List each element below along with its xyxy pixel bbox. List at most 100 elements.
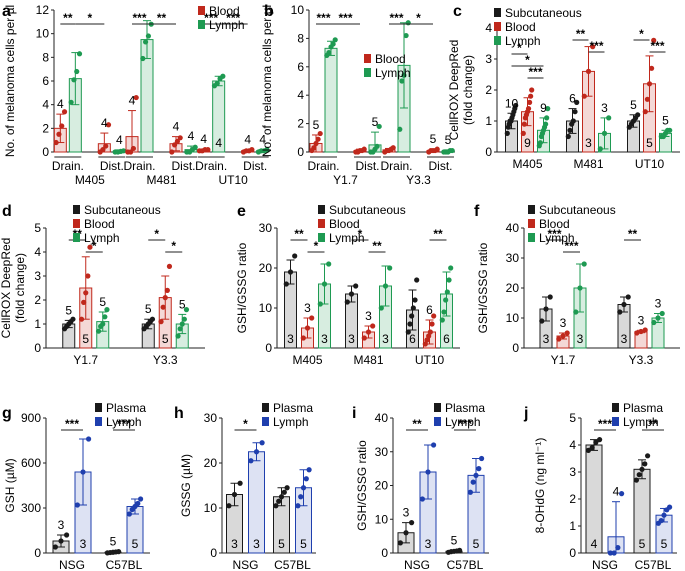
data-point-c [521, 121, 527, 127]
legend-swatch-j [612, 403, 619, 412]
y-axis-label-a: No. of melanoma cells per µl [3, 5, 17, 157]
legend-label-c: Blood [505, 20, 536, 34]
n-label-f: 3 [655, 297, 662, 311]
data-point-c [567, 127, 573, 133]
data-point-d [160, 304, 166, 310]
n-label-g: 5 [132, 537, 139, 551]
y-tick-label-b: 10 [291, 3, 305, 17]
data-point-h [248, 458, 254, 464]
n-label-a: 4 [215, 136, 222, 150]
y-tick-label-j: 5 [569, 411, 576, 425]
n-label-c: 6 [569, 92, 576, 106]
y-tick-label-j: 2 [569, 492, 576, 506]
data-point-i [419, 496, 425, 502]
group-label-e: M481 [353, 353, 383, 367]
legend-swatch-f [528, 219, 535, 228]
category-label-b: Drain. [380, 159, 412, 173]
group-label-a: M405 [75, 173, 105, 187]
y-tick-label-g: 300 [21, 501, 41, 515]
data-point-a [143, 39, 149, 45]
data-point-h [237, 480, 243, 486]
data-point-a [169, 149, 175, 155]
n-label-b: 5 [313, 118, 320, 132]
group-label-d: Y1.7 [73, 353, 98, 367]
n-label-g: 3 [58, 518, 65, 532]
data-point-b [390, 145, 396, 151]
bar-b-Y1.7-lymph [324, 47, 338, 153]
data-point-g [138, 496, 144, 502]
n-label-a: 4 [57, 97, 64, 111]
group-label-h: NSG [232, 558, 258, 571]
n-label-d: 5 [99, 295, 106, 309]
significance-label-i: *** [458, 417, 472, 431]
data-point-d [95, 328, 102, 334]
data-point-c [590, 44, 596, 50]
significance-label-f: ** [628, 227, 638, 241]
legend-label-g: Lymph [106, 415, 142, 429]
n-label-a: 4 [259, 133, 266, 147]
n-label-e: 3 [365, 309, 372, 323]
data-point-e [412, 297, 418, 303]
y-tick-label-d: 0 [34, 341, 41, 355]
significance-label-b: *** [316, 11, 330, 25]
y-tick-label-b: 8 [297, 31, 304, 45]
data-point-j [658, 518, 664, 524]
n-label-e: 6 [426, 303, 433, 317]
significance-label-j: ** [648, 417, 658, 431]
data-point-d [85, 273, 91, 279]
data-point-a [103, 143, 109, 149]
data-point-d [78, 316, 85, 322]
legend-swatch-d [73, 219, 80, 228]
legend-label-c: Lymph [505, 34, 541, 48]
data-point-e [441, 309, 447, 315]
category-label-a: Dist. [100, 159, 124, 173]
data-point-f [556, 336, 562, 342]
data-point-c [649, 65, 655, 71]
significance-label-f: *** [547, 227, 561, 241]
data-point-f [564, 330, 570, 336]
data-point-c [504, 130, 510, 136]
category-label-a: Drain. [123, 159, 155, 173]
legend-label-f: Blood [539, 217, 570, 231]
data-point-a [174, 138, 180, 144]
data-point-b [330, 41, 336, 47]
data-point-j [615, 545, 621, 551]
y-tick-label-f: 40 [506, 221, 520, 235]
n-label-f: 3 [621, 332, 628, 346]
panel-letter-a: a [2, 3, 11, 20]
data-point-a [76, 51, 83, 57]
data-point-i [470, 479, 476, 485]
y-tick-label-f: 0 [512, 341, 519, 355]
y-axis-label-d: CellROX DeepRed(fold change) [0, 238, 27, 339]
group-label-e: UT10 [415, 353, 445, 367]
data-point-c [642, 109, 648, 115]
data-point-e [317, 301, 323, 307]
data-point-a [145, 33, 151, 39]
data-point-c [644, 96, 651, 102]
data-point-g [135, 500, 141, 507]
n-label-d: 5 [145, 302, 152, 316]
n-label-g: 3 [80, 537, 87, 551]
significance-label-a: ** [157, 11, 167, 25]
group-label-g: C57BL [106, 558, 143, 571]
data-point-e [304, 325, 311, 331]
legend-swatch-e [318, 219, 325, 228]
data-point-i [403, 530, 409, 536]
n-label-h: 5 [300, 537, 307, 551]
data-point-b [313, 140, 319, 147]
data-point-e [409, 313, 415, 319]
data-point-f [539, 318, 545, 324]
group-label-c: M481 [573, 157, 603, 171]
data-point-b [376, 123, 382, 130]
data-point-c [585, 68, 592, 74]
legend-swatch-b [364, 68, 371, 77]
data-point-c [570, 118, 576, 124]
y-tick-label-a: 8 [42, 50, 49, 64]
y-axis-label-i: GSH/GSSG ratio [355, 440, 369, 531]
data-point-h [278, 494, 285, 500]
data-point-i [479, 455, 485, 462]
y-tick-label-f: 10 [506, 311, 520, 325]
y-tick-label-e: 0 [265, 341, 272, 355]
group-label-b: Y1.7 [333, 173, 358, 187]
significance-label-e: ** [294, 227, 304, 241]
